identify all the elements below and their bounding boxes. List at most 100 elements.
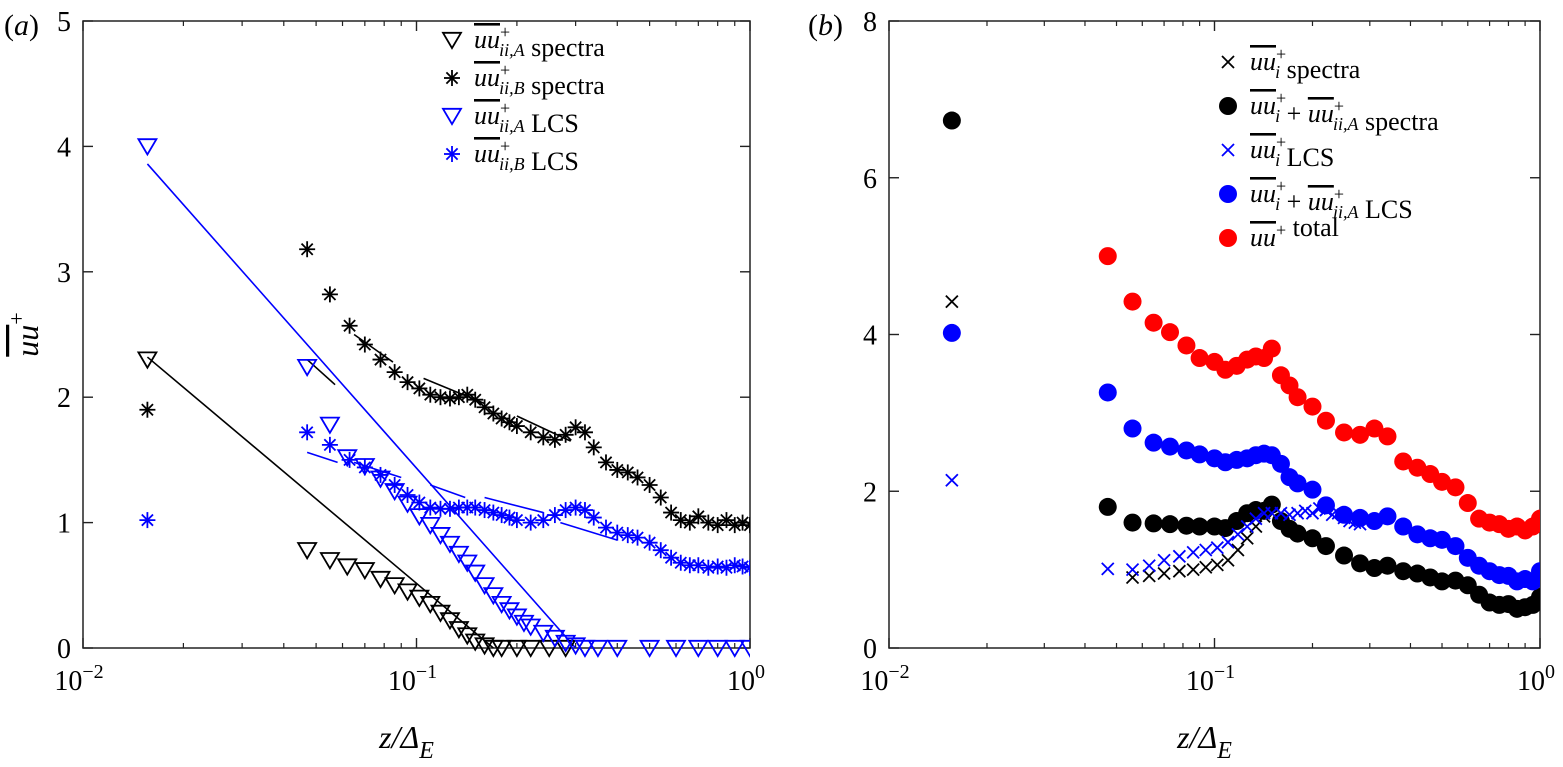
fit-line bbox=[484, 496, 544, 514]
dot-marker bbox=[1351, 554, 1370, 573]
triangle-marker bbox=[474, 577, 496, 596]
dot-marker bbox=[1378, 556, 1397, 575]
triangle-marker bbox=[739, 639, 750, 658]
label-sup: + bbox=[500, 60, 510, 80]
asterisk-marker bbox=[485, 405, 502, 422]
asterisk-marker bbox=[444, 146, 460, 162]
x-marker bbox=[1199, 560, 1213, 574]
label-sup: + bbox=[1276, 44, 1286, 64]
dot-marker bbox=[1433, 472, 1452, 491]
triangle-marker bbox=[587, 639, 609, 658]
label-main: uu bbox=[474, 63, 500, 92]
dot-marker bbox=[1394, 562, 1413, 581]
triangle-marker bbox=[606, 639, 628, 658]
dot-marker bbox=[1303, 529, 1322, 548]
x-axis-title: z/ΔE bbox=[378, 719, 434, 764]
series-uu-i-spectra bbox=[945, 294, 1271, 585]
dot-marker bbox=[1394, 517, 1413, 536]
asterisk-marker bbox=[641, 476, 658, 493]
plot-area bbox=[942, 111, 1540, 618]
dot-marker bbox=[1316, 411, 1335, 430]
plot-area bbox=[136, 138, 750, 658]
asterisk-marker bbox=[609, 461, 626, 478]
asterisk-marker bbox=[299, 424, 316, 441]
asterisk-marker bbox=[629, 529, 646, 546]
x-marker bbox=[1290, 506, 1305, 520]
panel-label: (a) bbox=[4, 9, 39, 42]
series-uu-ii-a-spectra bbox=[136, 351, 577, 658]
x-marker bbox=[1231, 543, 1245, 557]
plot-frame bbox=[888, 20, 1541, 649]
label-suffix: LCS bbox=[1359, 195, 1413, 224]
x-marker bbox=[1305, 506, 1320, 520]
label-suffix: LCS bbox=[525, 147, 579, 176]
dot-marker bbox=[1177, 336, 1196, 355]
y-tick-label: 8 bbox=[863, 7, 877, 38]
asterisk-marker bbox=[734, 514, 750, 531]
asterisk-marker bbox=[567, 499, 584, 516]
series-uu-total bbox=[1098, 247, 1540, 540]
asterisk-marker bbox=[585, 509, 602, 526]
label-suffix: spectra bbox=[1359, 107, 1440, 136]
label-suffix: spectra bbox=[525, 71, 606, 100]
dot-marker bbox=[1219, 97, 1237, 115]
dot-marker bbox=[1433, 572, 1452, 591]
y-tick-label: 0 bbox=[57, 634, 71, 665]
dot-marker bbox=[1394, 452, 1413, 471]
x-marker bbox=[1221, 143, 1235, 157]
fit-line bbox=[516, 415, 572, 442]
dot-marker bbox=[1288, 474, 1307, 493]
label-sub: i bbox=[1275, 150, 1280, 170]
dot-marker bbox=[1098, 383, 1117, 402]
label-main: uu bbox=[1250, 47, 1276, 76]
label-main: uu bbox=[1250, 223, 1276, 252]
legend-label: uu+ i spectra bbox=[1250, 44, 1361, 84]
asterisk-marker bbox=[535, 429, 552, 446]
x-marker bbox=[945, 294, 959, 309]
legend-label: uu+ ii,B spectra bbox=[474, 60, 605, 100]
label-main: uu bbox=[1250, 135, 1276, 164]
dot-marker bbox=[1446, 478, 1465, 497]
label-sub: ii,A bbox=[499, 116, 526, 136]
label-suffix: LCS bbox=[525, 109, 579, 138]
dot-marker bbox=[1144, 313, 1163, 332]
x-marker bbox=[1221, 553, 1235, 567]
dot-marker bbox=[1531, 588, 1540, 607]
dot-marker bbox=[942, 111, 961, 130]
x-marker bbox=[1142, 559, 1156, 573]
x-axis-title: z/ΔE bbox=[1176, 719, 1232, 764]
label-sub: i bbox=[1275, 62, 1280, 82]
label-main: uu bbox=[1250, 179, 1276, 208]
asterisk-marker bbox=[341, 317, 358, 334]
triangle-marker bbox=[464, 633, 486, 652]
y-tick-label: 1 bbox=[57, 509, 71, 540]
triangle-marker bbox=[520, 639, 542, 658]
triangle-marker bbox=[319, 416, 341, 435]
triangle-marker bbox=[384, 577, 406, 596]
x-marker bbox=[1157, 553, 1171, 567]
dot-marker bbox=[1161, 515, 1180, 534]
triangle-marker bbox=[724, 639, 746, 658]
asterisk-marker bbox=[709, 517, 726, 534]
triangle-marker bbox=[441, 31, 463, 50]
asterisk-marker bbox=[422, 499, 439, 516]
fit-line bbox=[560, 521, 618, 541]
legend-label: uu+ ii,A spectra bbox=[474, 22, 605, 62]
y-axis-title: uu+ bbox=[4, 312, 45, 356]
label-sup: + bbox=[1276, 88, 1286, 108]
y-tick-label: 4 bbox=[57, 132, 71, 163]
asterisk-marker bbox=[609, 524, 626, 541]
label-suffix: total bbox=[1286, 213, 1339, 242]
asterisk-marker bbox=[476, 399, 493, 416]
legend-label: uu+ total bbox=[1250, 213, 1339, 252]
dot-marker bbox=[1316, 537, 1335, 556]
series-uu-ii-b-lcs bbox=[139, 424, 750, 576]
legend-item: uu+ ii,B spectra bbox=[444, 60, 605, 100]
asterisk-marker bbox=[576, 424, 593, 441]
x-tick-label: 10−2 bbox=[54, 661, 103, 697]
asterisk-marker bbox=[726, 517, 743, 534]
x-marker bbox=[1240, 531, 1254, 545]
